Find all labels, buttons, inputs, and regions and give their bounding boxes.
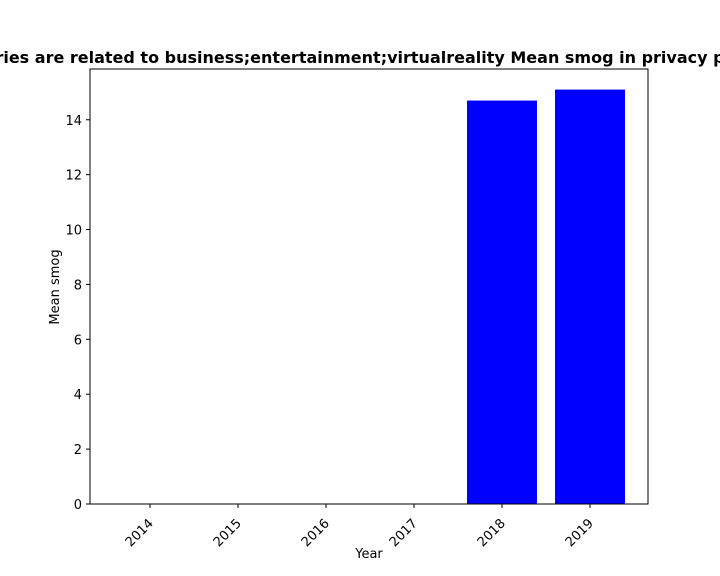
plot-area: 0 2 4 6 8 10 12 14 2014 2015 2016 2017 2018 2019 xyxy=(65,89,625,550)
x-tick-label: 2019 xyxy=(563,516,597,550)
y-tick-label: 10 xyxy=(65,224,82,239)
y-tick-label: 14 xyxy=(65,114,82,129)
y-axis-label: Mean smog xyxy=(48,249,63,324)
x-tick-label: 2018 xyxy=(475,516,509,550)
y-tick-label: 12 xyxy=(65,169,82,184)
x-tick-label: 2016 xyxy=(299,516,333,550)
y-tick-label: 4 xyxy=(74,388,82,403)
chart-title: ries are related to business;entertainme… xyxy=(0,48,720,67)
bar-2018 xyxy=(467,100,537,504)
x-axis-label: Year xyxy=(354,547,383,562)
y-tick-label: 0 xyxy=(74,498,82,513)
x-tick-label: 2014 xyxy=(123,516,157,550)
y-tick-label: 6 xyxy=(74,333,82,348)
plot-frame xyxy=(89,68,649,505)
y-tick-label: 8 xyxy=(74,278,82,293)
y-tick-label: 2 xyxy=(74,443,82,458)
x-tick-label: 2017 xyxy=(387,516,421,550)
x-tick-label: 2015 xyxy=(211,516,245,550)
bar-2019 xyxy=(555,89,625,505)
